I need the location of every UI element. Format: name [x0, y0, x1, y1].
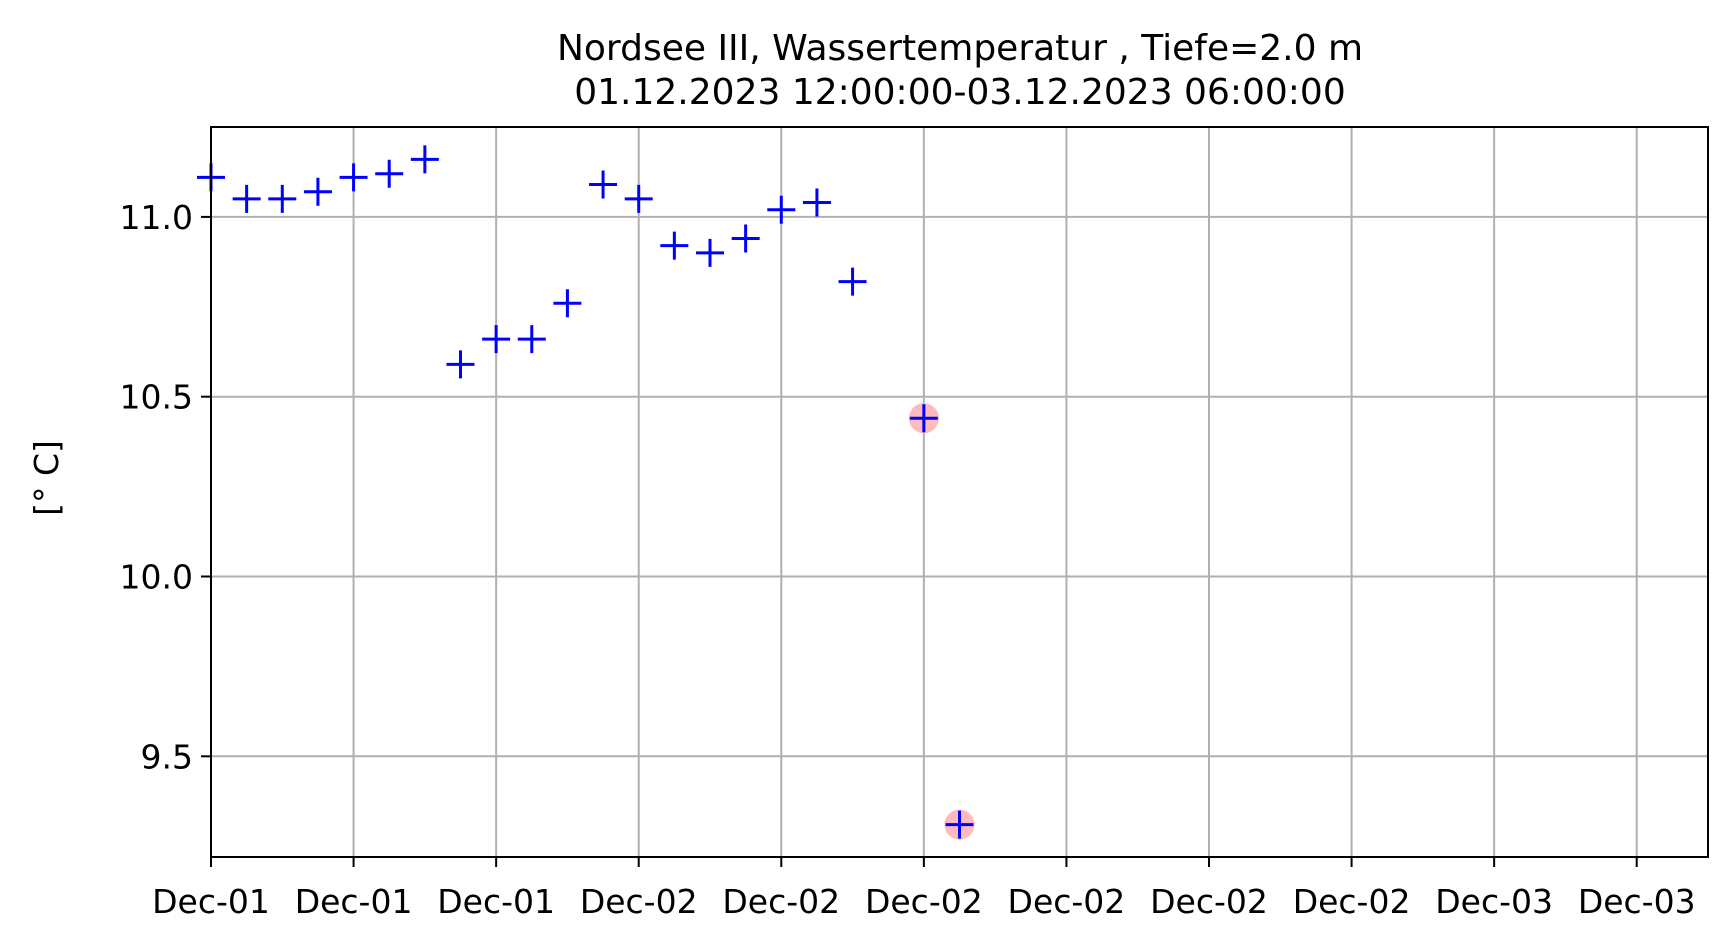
data-point: [375, 159, 404, 188]
data-point: [553, 289, 582, 318]
x-tick-label: Dec-02: [580, 882, 698, 921]
y-tick-label: 9.5: [141, 737, 193, 776]
x-tick-label: Dec-01: [152, 882, 270, 921]
x-tick-label: Dec-03: [1435, 882, 1553, 921]
data-point: [589, 170, 618, 199]
data-point: [767, 195, 796, 224]
x-tick-label: Dec-02: [865, 882, 983, 921]
axis-ticks: Dec-01 Dec-01 Dec-01 Dec-02 Dec-02 Dec-02 Dec-…: [120, 198, 1696, 921]
data-point: [909, 404, 938, 433]
x-tick-label: Dec-02: [1150, 882, 1268, 921]
data-point: [802, 188, 831, 217]
data-point: [660, 231, 689, 260]
data-point: [410, 145, 439, 174]
x-tick-label: Dec-01: [437, 882, 555, 921]
y-axis-label: [° C]: [27, 440, 66, 516]
y-tick-label: 11.0: [120, 198, 193, 237]
data-point: [482, 325, 511, 354]
data-point: [339, 163, 368, 192]
data-point: [232, 184, 261, 213]
chart-title-line1: Nordsee III, Wassertemperatur , Tiefe=2.…: [557, 28, 1363, 69]
data-point: [731, 224, 760, 253]
chart-title-line2: 01.12.2023 12:00:00-03.12.2023 06:00:00: [574, 72, 1346, 113]
data-point: [696, 238, 724, 267]
data-point: [517, 325, 546, 354]
chart-title: Nordsee III, Wassertemperatur , Tiefe=2.…: [557, 28, 1363, 113]
plot-frame: [210, 126, 1709, 858]
y-tick-label: 10.5: [120, 378, 193, 417]
x-tick-label: Dec-02: [1008, 882, 1126, 921]
grid-lines: [210, 127, 1708, 857]
x-tick-label: Dec-02: [722, 882, 840, 921]
data-point: [838, 267, 867, 296]
data-points: [197, 145, 975, 840]
x-tick-label: Dec-01: [295, 882, 413, 921]
x-tick-label: Dec-03: [1578, 882, 1696, 921]
data-point: [446, 350, 475, 379]
x-tick-label: Dec-02: [1293, 882, 1411, 921]
data-point: [624, 184, 653, 213]
data-point: [945, 810, 974, 839]
data-point: [303, 177, 332, 206]
data-point: [268, 184, 297, 213]
y-tick-label: 10.0: [120, 558, 193, 597]
